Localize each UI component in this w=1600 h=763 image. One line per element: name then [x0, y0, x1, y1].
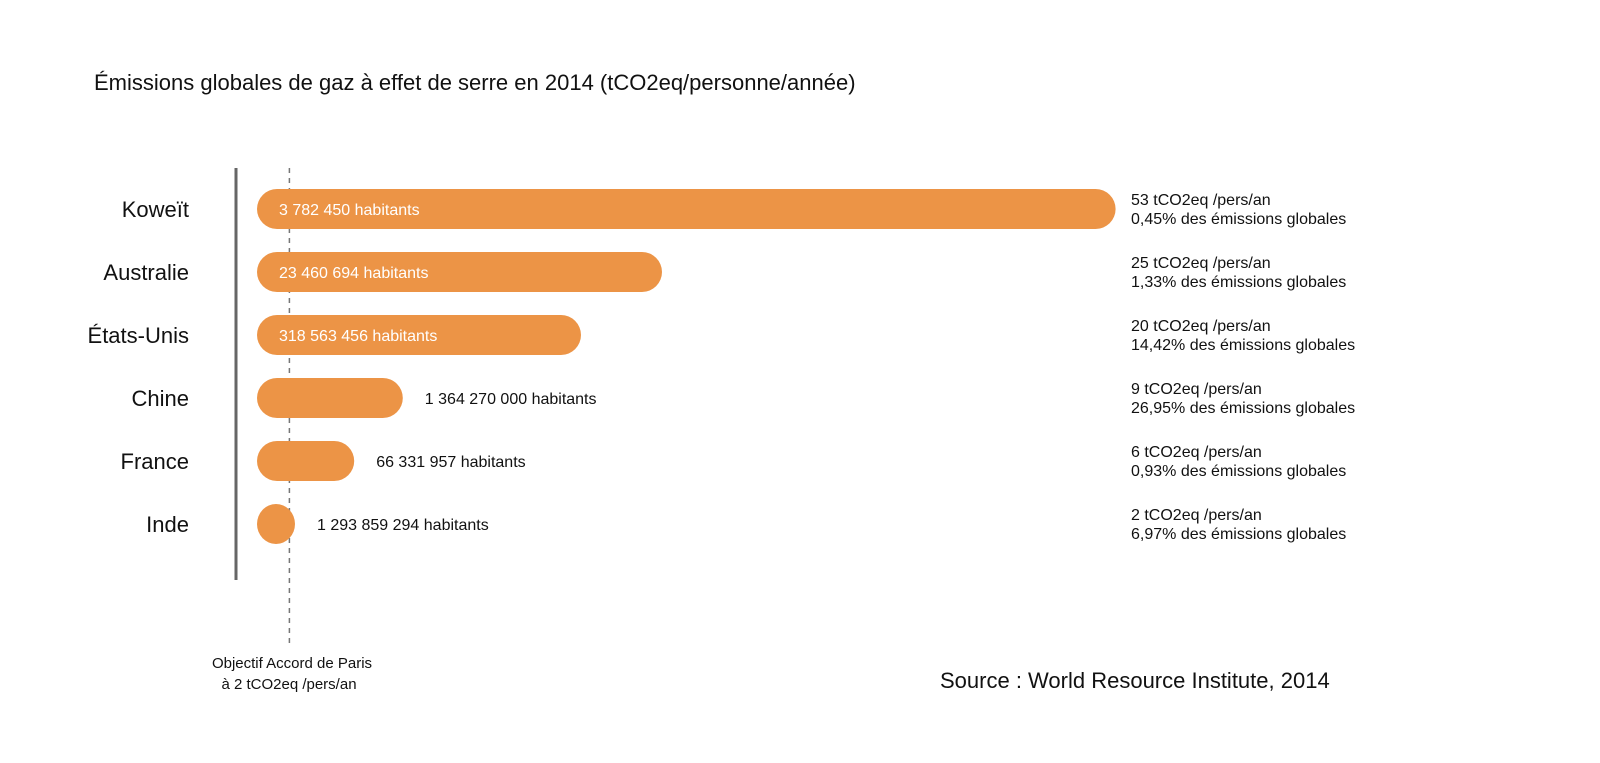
reference-line-label-1: Objectif Accord de Paris: [212, 655, 372, 672]
population-label-2: 23 460 694 habitants: [279, 265, 428, 282]
chart-title: Émissions globales de gaz à effet de ser…: [94, 70, 856, 95]
emission-label-3: 20 tCO2eq /pers/an: [1131, 318, 1271, 335]
emission-label-6: 2 tCO2eq /pers/an: [1131, 507, 1262, 524]
share-label-2: 1,33% des émissions globales: [1131, 274, 1346, 291]
category-label-4: Chine: [132, 386, 189, 411]
share-label-4: 26,95% des émissions globales: [1131, 400, 1355, 417]
category-label-3: États-Unis: [88, 323, 189, 348]
population-label-1: 3 782 450 habitants: [279, 202, 420, 219]
emission-label-4: 9 tCO2eq /pers/an: [1131, 381, 1262, 398]
emission-label-2: 25 tCO2eq /pers/an: [1131, 255, 1271, 272]
population-label-5: 66 331 957 habitants: [376, 454, 525, 471]
emission-label-1: 53 tCO2eq /pers/an: [1131, 192, 1271, 209]
bar-2: [257, 252, 662, 292]
category-label-1: Koweït: [122, 197, 189, 222]
category-label-5: France: [121, 449, 189, 474]
share-label-1: 0,45% des émissions globales: [1131, 211, 1346, 228]
population-label-4: 1 364 270 000 habitants: [425, 391, 597, 408]
bar-5: [257, 441, 355, 481]
category-label-6: Inde: [146, 512, 189, 537]
labels-layer: Koweït 3 782 450 habitants 53 tCO2eq /pers…: [88, 192, 1356, 543]
category-label-2: Australie: [103, 260, 189, 285]
source-note: Source : World Resource Institute, 2014: [940, 668, 1330, 693]
reference-line-label-2: à 2 tCO2eq /pers/an: [221, 676, 356, 693]
bar-3: [257, 315, 581, 355]
bar-1: [257, 189, 1116, 229]
population-label-6: 1 293 859 294 habitants: [317, 517, 489, 534]
population-label-3: 318 563 456 habitants: [279, 328, 437, 345]
bars-layer: [257, 189, 1116, 544]
share-label-5: 0,93% des émissions globales: [1131, 463, 1346, 480]
emission-label-5: 6 tCO2eq /pers/an: [1131, 444, 1262, 461]
share-label-3: 14,42% des émissions globales: [1131, 337, 1355, 354]
share-label-6: 6,97% des émissions globales: [1131, 526, 1346, 543]
bar-6: [257, 504, 295, 544]
bar-4: [257, 378, 403, 418]
